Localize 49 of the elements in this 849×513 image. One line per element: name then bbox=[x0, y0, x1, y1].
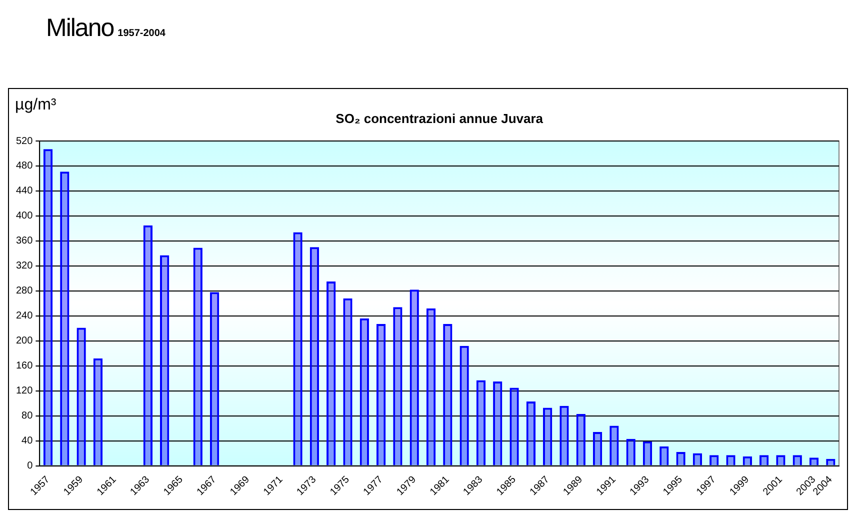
bar bbox=[210, 292, 220, 466]
bar bbox=[160, 255, 170, 466]
y-tick-label: 0 bbox=[27, 460, 34, 472]
y-tick-label: 280 bbox=[16, 286, 34, 297]
bar bbox=[642, 441, 652, 466]
bar bbox=[360, 318, 369, 466]
bar bbox=[93, 358, 103, 466]
chart-title: Milano bbox=[46, 14, 114, 42]
bar bbox=[43, 149, 53, 466]
y-tick-label: 160 bbox=[16, 360, 34, 372]
y-tick-label: 200 bbox=[16, 336, 34, 347]
bar bbox=[592, 432, 602, 466]
bar bbox=[443, 324, 452, 466]
bar bbox=[460, 346, 469, 466]
bar bbox=[426, 308, 436, 466]
text: SO₂ concentrazioni annue Juvara bbox=[336, 111, 544, 126]
y-tick-label: 480 bbox=[16, 160, 34, 172]
bar bbox=[526, 401, 536, 466]
bar bbox=[343, 298, 352, 466]
bar bbox=[60, 172, 70, 466]
bar bbox=[510, 388, 519, 466]
bar bbox=[193, 248, 202, 466]
y-tick-label: 40 bbox=[22, 436, 34, 447]
bar bbox=[610, 426, 619, 466]
y-tick-label: 320 bbox=[16, 260, 34, 272]
bar bbox=[326, 282, 336, 466]
bar bbox=[293, 232, 302, 466]
bar bbox=[626, 438, 636, 466]
bar bbox=[660, 446, 669, 466]
bar bbox=[493, 381, 502, 466]
y-tick-label: 400 bbox=[16, 210, 34, 222]
bar bbox=[376, 324, 386, 466]
y-tick-label: 360 bbox=[16, 236, 34, 247]
bar bbox=[476, 380, 486, 466]
y-axis-title: µg/m³ bbox=[15, 96, 57, 114]
bar bbox=[543, 408, 552, 466]
bar bbox=[576, 414, 586, 466]
bar bbox=[310, 247, 320, 466]
y-tick-label: 80 bbox=[22, 410, 34, 422]
bar bbox=[560, 406, 569, 466]
y-tick-label: 120 bbox=[16, 386, 34, 397]
bar bbox=[76, 328, 86, 466]
y-tick-label: 240 bbox=[16, 310, 34, 322]
bar bbox=[393, 307, 402, 466]
y-tick-label: 440 bbox=[16, 186, 34, 197]
y-tick-label: 520 bbox=[16, 136, 34, 147]
bar bbox=[143, 225, 153, 466]
bar bbox=[410, 290, 419, 466]
chart-subtitle: 1957-2004 bbox=[118, 28, 166, 39]
